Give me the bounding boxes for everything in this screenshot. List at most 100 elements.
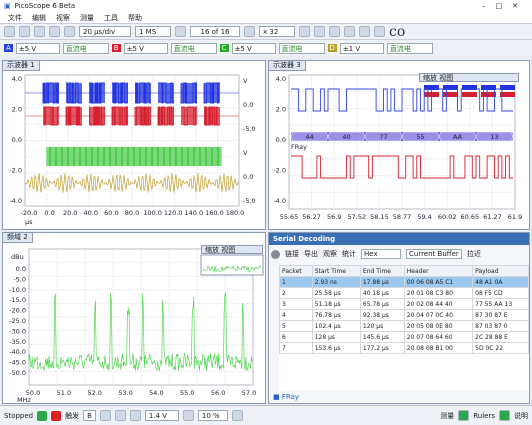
tool-button[interactable] (329, 26, 340, 37)
packet-row[interactable]: 1 2.93 ns 17.88 µs 00 06 08 A5 C1 48 A1 0A (279, 276, 529, 288)
tool-button[interactable] (4, 26, 15, 37)
column-header[interactable]: Packet (279, 265, 313, 277)
window-controls[interactable]: –□✕ (482, 2, 528, 10)
cell: 65.78 µs (359, 298, 405, 310)
packet-row[interactable]: 2 25.58 µs 40.18 µs 20 01 08 C3 80 08 F5 CD (279, 287, 529, 299)
channel-range[interactable]: ±5 V (15, 42, 60, 54)
tool-button[interactable] (374, 26, 385, 37)
tool-button[interactable] (114, 410, 126, 421)
tool-button[interactable] (244, 26, 255, 37)
channel-coupling[interactable]: 直流电 (170, 42, 217, 54)
tool-button[interactable] (34, 26, 45, 37)
menu-item[interactable]: 测量 (80, 13, 94, 22)
column-header[interactable]: End Time (359, 265, 405, 277)
spectrum-plot: dBu 0.0 -5.0 -10.0 -15.0 -20.0 -25.0 -30.0 -35.0… (9, 248, 264, 404)
menu-item[interactable]: 帮助 (128, 13, 142, 22)
toolbar-button[interactable]: 导出 (304, 250, 318, 258)
menu-item[interactable]: 工具 (104, 13, 118, 22)
overview-block (500, 85, 515, 90)
tool-button[interactable] (49, 26, 60, 37)
channel-range[interactable]: ±5 V (231, 42, 276, 54)
tool-button[interactable] (231, 410, 243, 421)
pre-trigger[interactable]: 10 % (197, 410, 228, 421)
channel-coupling[interactable]: 直流电 (386, 42, 433, 54)
tool-button[interactable] (64, 26, 75, 37)
y-unit: dBu (11, 253, 24, 261)
column-header[interactable]: Header (403, 265, 474, 277)
y-tick-label: -30.0 (9, 327, 26, 335)
channel-range[interactable]: ±1 V (339, 42, 384, 54)
notes-button[interactable]: 说明 (514, 411, 528, 420)
cell: 102.4 µs (311, 320, 361, 332)
toolbar-button[interactable]: 观察 (323, 250, 337, 258)
rulers-button[interactable]: Rulers (473, 411, 495, 420)
toolbar: 20 µs/div 1 MS 16 of 16 x 32 co (0, 23, 532, 40)
scope-view-1: 4.0 2.0 0.0 -2.0 -4.0 V 0.0 -5.0 V 0.0 -5.0 -20.0 0.… (2, 60, 266, 230)
spectrum-view: dBu 0.0 -5.0 -10.0 -15.0 -20.0 -25.0 -30.0 -35.0… (2, 232, 266, 404)
settings-button[interactable] (271, 249, 280, 259)
tool-button[interactable] (359, 26, 370, 37)
tool-button[interactable] (499, 410, 510, 421)
toolbar-button[interactable]: 链接 (285, 250, 299, 258)
decoded-byte: 13 (490, 133, 498, 141)
overview-trace (202, 265, 262, 273)
tool-button[interactable] (182, 410, 194, 421)
packet-row[interactable]: 4 76.78 µs 92.38 µs 20 04 07 0C 40 87 30 87 … (279, 309, 529, 321)
tool-button[interactable] (344, 26, 355, 37)
cell: 153.6 µs (311, 342, 361, 354)
cell: 20 05 08 0E 80 (403, 320, 474, 332)
y-tick-label: -5.0 (243, 197, 256, 205)
buffer-navigator[interactable]: 16 of 16 (190, 26, 240, 37)
column-header[interactable]: Start Time (311, 265, 361, 277)
packet-row[interactable]: 7 153.6 µs 177.2 µs 20 08 08 B1 00 5D 0C 22 (279, 342, 529, 354)
y-tick-label: 2.0 (12, 106, 22, 114)
overview-block (462, 92, 477, 97)
tool-button[interactable] (299, 26, 310, 37)
overview-block (500, 92, 515, 97)
format-select[interactable]: Hex (361, 249, 401, 259)
samples-select[interactable]: 1 MS (135, 26, 171, 37)
decoder-name: FRay (281, 393, 300, 401)
tool-button[interactable] (129, 410, 141, 421)
tool-button[interactable] (314, 26, 325, 37)
zoom-button[interactable]: 拉近 (467, 250, 481, 258)
menu-item[interactable]: 文件 (8, 13, 22, 22)
view-tab[interactable]: 示波器 3 (269, 61, 306, 71)
x-unit: MHz (17, 396, 31, 404)
column-header[interactable]: Payload (472, 265, 529, 277)
cell: 20 04 07 0C 40 (403, 309, 474, 321)
overview-block (443, 92, 458, 97)
menu-item[interactable]: 编辑 (32, 13, 46, 22)
y-tick-label: -10.0 (9, 286, 26, 294)
packet-row[interactable]: 5 102.4 µs 120 µs 20 05 08 0E 80 87 03 87 0 (279, 320, 529, 332)
tool-button[interactable] (19, 26, 30, 37)
channel-coupling[interactable]: 直流电 (278, 42, 325, 54)
packet-row[interactable]: 6 128 µs 145.6 µs 20 07 08 64 60 2C 28 88 E (279, 331, 529, 343)
tool-button[interactable] (175, 26, 186, 37)
view-tab[interactable]: 示波器 1 (3, 61, 40, 71)
logo: co (389, 23, 406, 40)
timebase-select[interactable]: 20 µs/div (79, 26, 131, 37)
toolbar-button[interactable]: 统计 (342, 250, 356, 258)
channel-coupling[interactable]: 直流电 (62, 42, 109, 54)
x-tick-label: 56.0 (211, 389, 225, 397)
menu-item[interactable]: 视察 (56, 13, 70, 22)
packet-row[interactable]: 3 51.18 µs 65.78 µs 20 02 08 44 40 77 55 AA … (279, 298, 529, 310)
buffer-select[interactable]: Current Buffer (406, 249, 462, 259)
tool-button[interactable] (458, 410, 470, 421)
view-tab[interactable]: 频域 2 (3, 233, 33, 243)
start-button[interactable] (37, 410, 48, 421)
zoom-select[interactable]: x 32 (259, 26, 295, 37)
x-tick-label: 51.0 (57, 389, 71, 397)
stop-button[interactable] (51, 410, 62, 421)
y-tick-label: 0.0 (16, 265, 26, 273)
trigger-level[interactable]: 1.4 V (144, 410, 179, 421)
x-unit: µs (25, 218, 33, 226)
cell: 2.93 ns (311, 276, 361, 288)
x-tick-label: 61.27 (483, 213, 502, 221)
y-tick-label: V (243, 77, 248, 85)
trigger-source[interactable]: B (83, 410, 96, 421)
tool-button[interactable] (99, 410, 111, 421)
channel-range[interactable]: ±5 V (123, 42, 168, 54)
measure-button[interactable]: 测量 (440, 411, 455, 420)
